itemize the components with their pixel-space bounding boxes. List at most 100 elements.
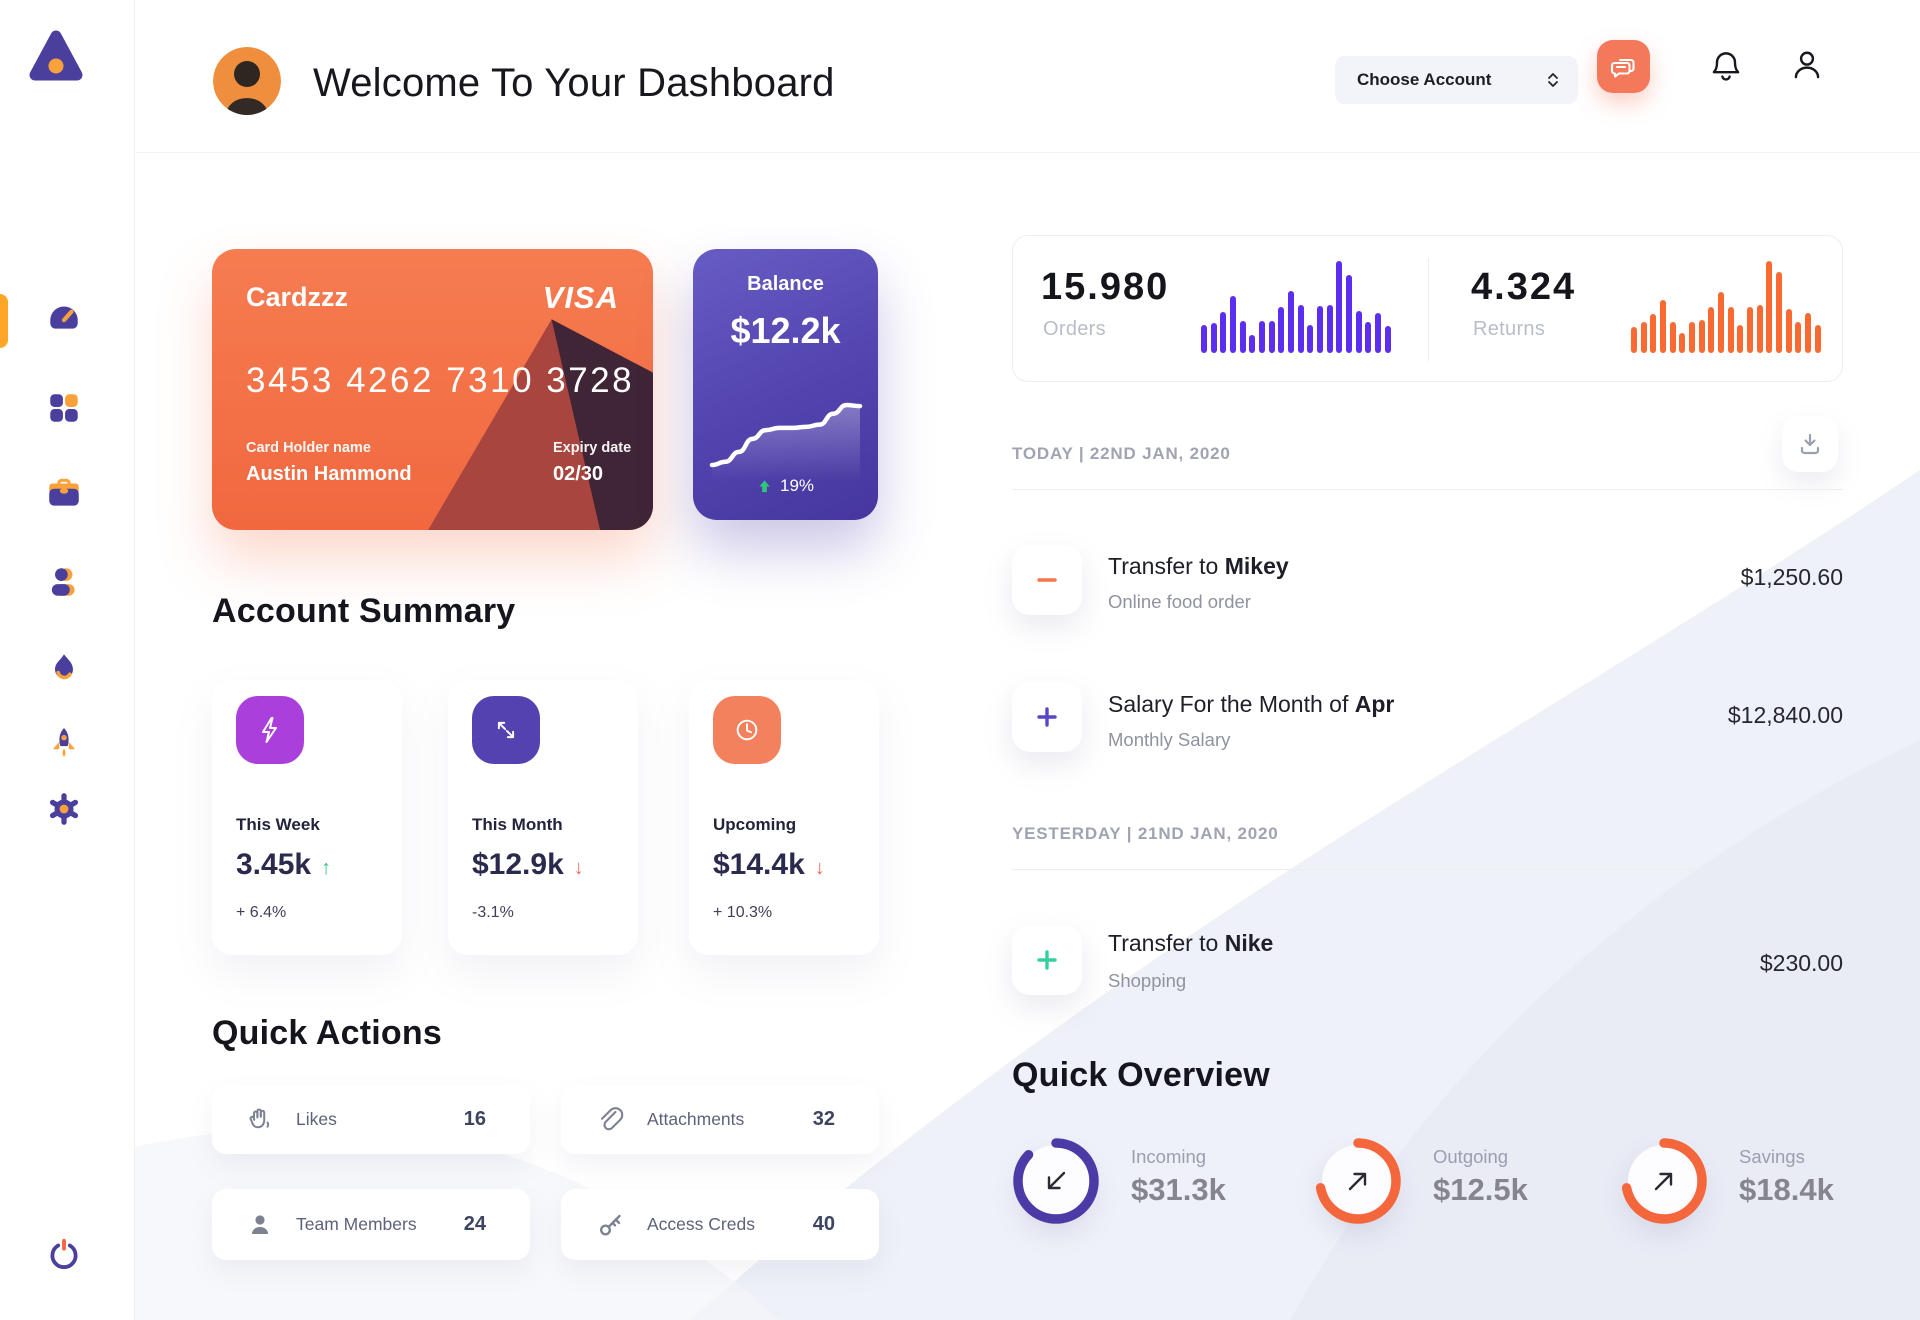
sidebar-item-dashboard[interactable] bbox=[45, 298, 83, 336]
quick-overview-heading: Quick Overview bbox=[1012, 1056, 1270, 1094]
returns-label: Returns bbox=[1473, 318, 1546, 340]
page-title: Welcome To Your Dashboard bbox=[313, 61, 835, 105]
quick-action-count: 24 bbox=[463, 1213, 486, 1235]
sidebar bbox=[0, 0, 135, 1320]
card-expiry-label: Expiry date bbox=[553, 440, 632, 456]
card-nickname: Cardzzz bbox=[246, 282, 349, 312]
list-divider bbox=[1012, 489, 1843, 490]
chat-icon bbox=[1610, 58, 1635, 78]
summary-delta: -3.1% bbox=[472, 904, 514, 921]
orders-bar-chart bbox=[1201, 261, 1391, 353]
quick-action-count: 40 bbox=[812, 1213, 835, 1235]
sidebar-item-portfolio[interactable] bbox=[45, 474, 83, 512]
gear-icon bbox=[49, 793, 79, 825]
hand-icon bbox=[249, 1108, 270, 1128]
download-icon bbox=[1800, 433, 1820, 455]
download-button[interactable] bbox=[1782, 416, 1838, 472]
up-right-arrow-icon bbox=[1348, 1172, 1367, 1191]
paperclip-icon bbox=[600, 1106, 624, 1130]
transaction-title: Transfer to Nike bbox=[1108, 930, 1274, 956]
account-select[interactable]: Choose Account bbox=[1335, 56, 1578, 104]
stats-divider bbox=[1428, 258, 1429, 361]
overview-label: Incoming bbox=[1131, 1146, 1207, 1167]
summary-value: $14.4k ↓ bbox=[713, 848, 825, 881]
balance-label: Balance bbox=[747, 273, 824, 295]
trend-arrow-icon: ↓ bbox=[573, 857, 584, 879]
sidebar-item-launch[interactable] bbox=[45, 725, 83, 763]
summary-label: This Month bbox=[472, 815, 563, 834]
quick-action-likes[interactable]: Likes 16 bbox=[212, 1085, 530, 1154]
sidebar-item-apps[interactable] bbox=[45, 389, 83, 427]
sidebar-item-settings[interactable] bbox=[45, 790, 83, 828]
transaction-title: Salary For the Month of Apr bbox=[1108, 691, 1395, 717]
transaction-subtitle: Online food order bbox=[1108, 591, 1251, 612]
transaction-type-icon bbox=[1012, 682, 1082, 752]
trend-arrow-icon: ↓ bbox=[814, 857, 825, 879]
overview-value: $31.3k bbox=[1131, 1172, 1226, 1207]
card-holder-name: Austin Hammond bbox=[246, 463, 412, 485]
flame-icon bbox=[55, 654, 73, 680]
minus-icon bbox=[1037, 578, 1057, 582]
app-logo[interactable] bbox=[24, 26, 88, 86]
quick-action-team-members[interactable]: Team Members 24 bbox=[212, 1189, 530, 1260]
summary-delta: + 6.4% bbox=[236, 904, 287, 921]
transaction-amount: $12,840.00 bbox=[1727, 702, 1843, 728]
summary-value: $12.9k ↓ bbox=[472, 848, 584, 881]
summary-card-upcoming: Upcoming $14.4k ↓ + 10.3% bbox=[689, 680, 879, 955]
logout-button[interactable] bbox=[45, 1236, 83, 1274]
summary-label: Upcoming bbox=[713, 815, 797, 834]
overview-value: $12.5k bbox=[1433, 1172, 1528, 1207]
bell-icon bbox=[1712, 52, 1740, 81]
quick-action-access-creds[interactable]: Access Creds 40 bbox=[561, 1189, 879, 1260]
plus-icon bbox=[1037, 707, 1057, 727]
profile-button[interactable] bbox=[1788, 46, 1826, 84]
lightning-icon bbox=[236, 696, 304, 764]
incoming-ring bbox=[1011, 1136, 1101, 1226]
transaction-amount: $230.00 bbox=[1759, 950, 1843, 976]
plus-icon bbox=[1037, 950, 1057, 970]
notifications-button[interactable] bbox=[1707, 46, 1745, 84]
user-icon bbox=[1794, 51, 1820, 79]
sidebar-item-trending[interactable] bbox=[45, 650, 83, 688]
quick-action-attachments[interactable]: Attachments 32 bbox=[561, 1085, 879, 1154]
savings-ring bbox=[1619, 1136, 1709, 1226]
transaction-amount: $1,250.60 bbox=[1740, 564, 1843, 590]
date-group-today: TODAY | 22ND JAN, 2020 bbox=[1012, 444, 1231, 463]
account-select-label: Choose Account bbox=[1357, 70, 1492, 89]
credit-card: Cardzzz VISA 3453 4262 7310 3728 Card Ho… bbox=[212, 249, 653, 530]
quick-action-count: 32 bbox=[812, 1108, 835, 1130]
balance-sparkline bbox=[709, 402, 863, 481]
transfer-arrows-icon bbox=[472, 696, 540, 764]
returns-value: 4.324 bbox=[1471, 266, 1577, 308]
balance-change: 19% bbox=[779, 476, 815, 495]
card-holder-label: Card Holder name bbox=[246, 440, 371, 456]
balance-value: $12.2k bbox=[730, 310, 841, 351]
summary-card-this-month: This Month $12.9k ↓ -3.1% bbox=[448, 680, 638, 955]
briefcase-icon bbox=[49, 478, 79, 506]
summary-delta: + 10.3% bbox=[713, 904, 773, 921]
overview-outgoing: Outgoing $12.5k bbox=[1313, 1136, 1528, 1226]
up-right-arrow-icon bbox=[1654, 1172, 1673, 1191]
quick-action-label: Attachments bbox=[647, 1109, 745, 1129]
date-group-yesterday: YESTERDAY | 21ND JAN, 2020 bbox=[1012, 824, 1279, 843]
overview-label: Savings bbox=[1739, 1146, 1805, 1167]
returns-bar-chart bbox=[1631, 261, 1821, 353]
orders-returns-card: 15.980 Orders 4.324 Returns bbox=[1012, 235, 1843, 382]
transaction-type-icon bbox=[1012, 925, 1082, 995]
sidebar-active-indicator bbox=[0, 294, 8, 348]
transaction-subtitle: Shopping bbox=[1108, 970, 1187, 991]
messages-button[interactable] bbox=[1597, 40, 1650, 93]
sidebar-item-members[interactable] bbox=[45, 563, 83, 601]
overview-label: Outgoing bbox=[1433, 1146, 1509, 1167]
overview-savings: Savings $18.4k bbox=[1619, 1136, 1834, 1226]
user-avatar[interactable] bbox=[213, 47, 281, 115]
balance-card: Balance $12.2k 19% bbox=[693, 249, 878, 520]
account-summary-heading: Account Summary bbox=[212, 592, 516, 630]
grid-icon bbox=[50, 394, 78, 422]
transaction-type-icon bbox=[1012, 545, 1082, 615]
list-divider bbox=[1012, 869, 1843, 870]
quick-action-count: 16 bbox=[463, 1108, 486, 1130]
summary-value: 3.45k ↑ bbox=[236, 848, 332, 881]
